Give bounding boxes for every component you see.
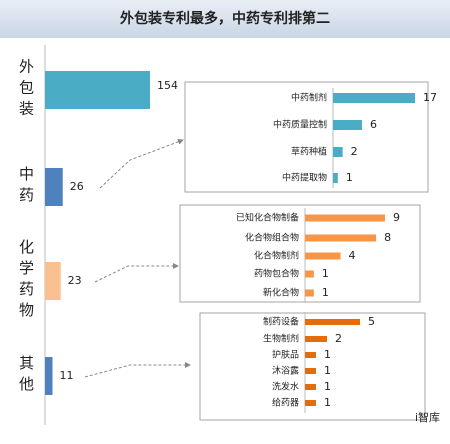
value-label: 2 bbox=[351, 145, 358, 158]
value-label: 1 bbox=[324, 380, 331, 393]
value-label: 2 bbox=[335, 332, 342, 345]
category-label: 其他 bbox=[17, 355, 35, 397]
category-label: 中药制剂 bbox=[291, 92, 327, 104]
category-label: 生物制剂 bbox=[263, 333, 299, 345]
bar bbox=[333, 173, 338, 183]
bar bbox=[45, 168, 63, 206]
chart: 外包装专利最多，中药专利排第二 i智库 外包装154中药26化学药物23其他11… bbox=[0, 0, 450, 444]
category-label: 化合物组合物 bbox=[245, 232, 299, 244]
category-label: 洗发水 bbox=[272, 381, 299, 393]
category-label: 药物包合物 bbox=[254, 268, 299, 280]
category-label: 制药设备 bbox=[263, 316, 299, 328]
category-label: 中药提取物 bbox=[282, 172, 327, 184]
category-label: 给药器 bbox=[272, 397, 299, 409]
category-label: 草药种植 bbox=[291, 146, 327, 158]
value-label: 9 bbox=[393, 211, 400, 224]
category-label: 护肤品 bbox=[272, 349, 299, 361]
value-label: 11 bbox=[60, 369, 74, 382]
connector bbox=[100, 140, 183, 188]
category-label: 化合物制剂 bbox=[254, 250, 299, 262]
bar bbox=[305, 384, 316, 390]
value-label: 5 bbox=[368, 315, 375, 328]
category-label: 化学药物 bbox=[17, 239, 35, 323]
connector bbox=[95, 266, 178, 282]
bar bbox=[305, 336, 327, 342]
bar bbox=[45, 262, 61, 300]
bar bbox=[45, 357, 53, 395]
bar bbox=[305, 400, 316, 406]
bar bbox=[305, 352, 316, 358]
chart-title: 外包装专利最多，中药专利排第二 bbox=[120, 10, 330, 27]
bar bbox=[333, 147, 343, 157]
value-label: 26 bbox=[70, 180, 84, 193]
category-label: 沐浴露 bbox=[272, 365, 299, 377]
bar bbox=[305, 368, 316, 374]
value-label: 8 bbox=[384, 231, 391, 244]
value-label: 1 bbox=[322, 267, 329, 280]
value-label: 23 bbox=[68, 274, 82, 287]
value-label: 4 bbox=[349, 249, 356, 262]
category-label: 已知化合物制备 bbox=[236, 212, 299, 224]
value-label: 1 bbox=[324, 348, 331, 361]
bar bbox=[305, 290, 314, 297]
bar bbox=[333, 93, 415, 103]
connector bbox=[85, 365, 190, 377]
category-label: 新化合物 bbox=[263, 287, 299, 299]
bar bbox=[45, 71, 150, 109]
category-label: 中药质量控制 bbox=[273, 119, 327, 131]
bar bbox=[333, 120, 362, 130]
bar bbox=[305, 271, 314, 278]
bar bbox=[305, 253, 341, 260]
watermark: i智库 bbox=[415, 410, 440, 424]
bar bbox=[305, 235, 376, 242]
value-label: 17 bbox=[423, 91, 437, 104]
value-label: 1 bbox=[346, 171, 353, 184]
value-label: 6 bbox=[370, 118, 377, 131]
value-label: 1 bbox=[324, 396, 331, 409]
bar bbox=[305, 215, 385, 222]
bar bbox=[305, 319, 360, 325]
category-label: 外包装 bbox=[17, 59, 35, 122]
value-label: 1 bbox=[322, 286, 329, 299]
value-label: 154 bbox=[157, 79, 178, 92]
category-label: 中药 bbox=[17, 166, 35, 208]
value-label: 1 bbox=[324, 364, 331, 377]
